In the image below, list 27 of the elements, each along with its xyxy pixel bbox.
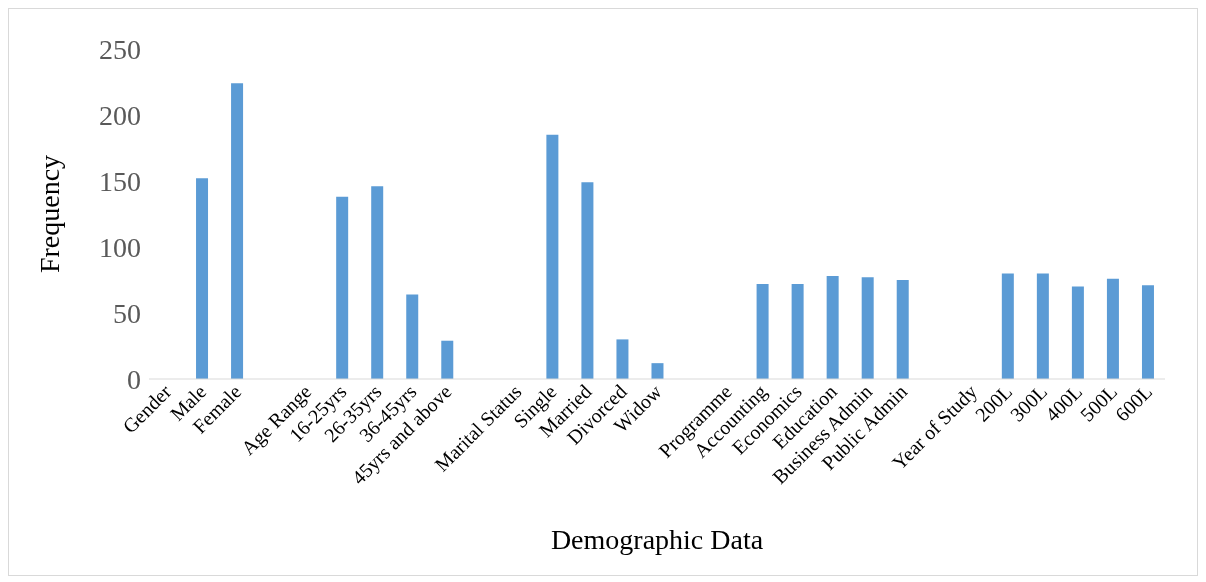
- y-tick-label: 200: [99, 99, 141, 131]
- bar: [861, 277, 874, 379]
- bar: [581, 182, 594, 379]
- bar: [756, 283, 769, 379]
- bar: [1001, 273, 1014, 379]
- bar: [1036, 273, 1049, 379]
- y-tick-label: 150: [99, 165, 141, 197]
- bar: [896, 280, 909, 379]
- bar: [616, 339, 629, 379]
- bar: [791, 283, 804, 379]
- y-axis-title: Frequency: [33, 154, 65, 274]
- y-tick-label: 50: [113, 297, 141, 329]
- bar: [651, 363, 664, 379]
- bar: [406, 294, 419, 379]
- bar: [196, 178, 209, 379]
- bar: [231, 83, 244, 379]
- bar: [441, 340, 454, 379]
- y-tick-label: 100: [99, 231, 141, 263]
- bar: [546, 134, 559, 379]
- x-axis-title: Demographic Data: [550, 524, 764, 555]
- bar: [1071, 286, 1084, 379]
- y-tick-label: 250: [99, 33, 141, 65]
- bar: [1106, 278, 1119, 379]
- bar: [371, 186, 384, 379]
- bar: [336, 196, 349, 379]
- bar: [1141, 285, 1154, 379]
- bar: [826, 276, 839, 379]
